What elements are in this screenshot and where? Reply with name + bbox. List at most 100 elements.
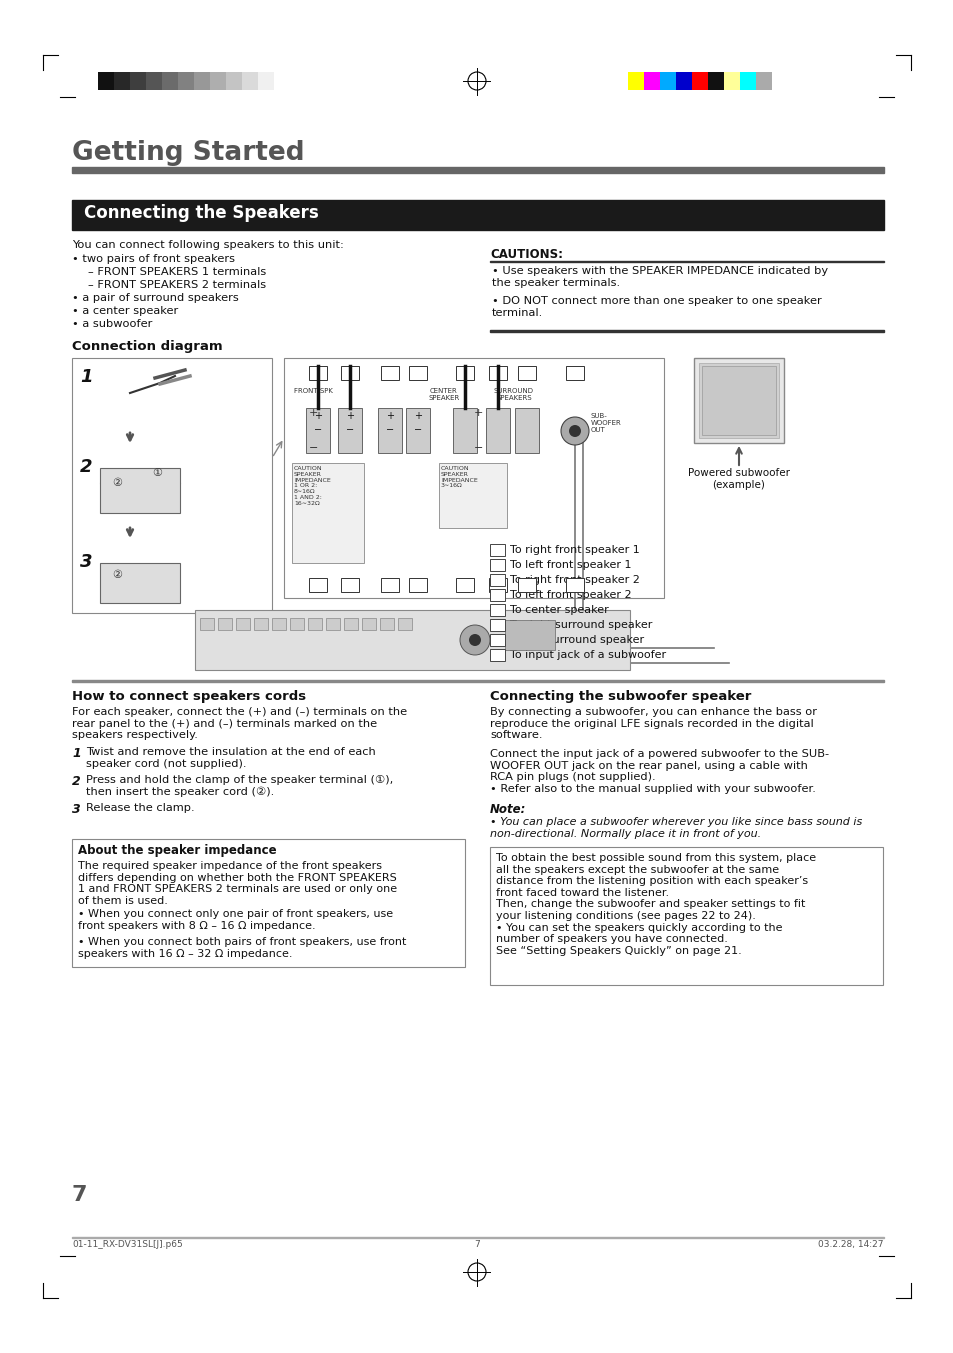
Text: F: F xyxy=(494,621,500,629)
Bar xyxy=(235,618,250,630)
Bar xyxy=(113,72,130,91)
Text: −: − xyxy=(309,442,318,453)
Bar xyxy=(218,618,232,630)
Bar xyxy=(344,618,357,630)
Text: E: E xyxy=(461,368,468,377)
Text: Press and hold the clamp of the speaker terminal (①),
then insert the speaker co: Press and hold the clamp of the speaker … xyxy=(86,775,393,797)
Text: +: + xyxy=(309,409,318,418)
Text: CAUTION
SPEAKER
IMPEDANCE
1 OR 2:
8∼16Ω
1 AND 2:
16∼32Ω: CAUTION SPEAKER IMPEDANCE 1 OR 2: 8∼16Ω … xyxy=(294,465,331,506)
Bar xyxy=(100,563,180,603)
Bar xyxy=(130,72,146,91)
Text: Connecting the Speakers: Connecting the Speakers xyxy=(84,204,318,222)
Bar xyxy=(490,620,504,630)
Text: D: D xyxy=(494,590,500,599)
Bar xyxy=(456,367,474,380)
Text: • a subwoofer: • a subwoofer xyxy=(71,319,152,329)
Bar xyxy=(361,618,375,630)
Bar xyxy=(272,618,286,630)
Bar xyxy=(326,618,339,630)
Bar xyxy=(490,330,883,331)
Bar xyxy=(71,166,883,173)
Text: −: − xyxy=(474,442,483,453)
Text: −: − xyxy=(386,425,394,436)
Text: ②: ② xyxy=(112,478,122,488)
Text: 3: 3 xyxy=(71,802,81,816)
Bar xyxy=(380,578,398,593)
Bar xyxy=(71,681,883,682)
Text: A: A xyxy=(314,580,321,590)
Text: E: E xyxy=(494,606,500,614)
Bar xyxy=(100,468,180,513)
Bar xyxy=(257,72,274,91)
Text: C: C xyxy=(386,368,394,377)
Text: For each speaker, connect the (+) and (–) terminals on the
rear panel to the (+): For each speaker, connect the (+) and (–… xyxy=(71,708,407,740)
Bar xyxy=(178,72,193,91)
Text: • Use speakers with the SPEAKER IMPEDANCE indicated by
the speaker terminals.: • Use speakers with the SPEAKER IMPEDANC… xyxy=(492,267,827,288)
Text: – FRONT SPEAKERS 2 terminals: – FRONT SPEAKERS 2 terminals xyxy=(88,280,266,290)
Bar xyxy=(377,409,401,453)
Bar xyxy=(517,367,536,380)
Text: +: + xyxy=(386,411,394,421)
Bar xyxy=(308,618,322,630)
Text: Connecting the subwoofer speaker: Connecting the subwoofer speaker xyxy=(490,690,751,704)
Text: 03.2.28, 14:27: 03.2.28, 14:27 xyxy=(818,1239,883,1249)
Bar xyxy=(453,409,476,453)
Bar xyxy=(456,578,474,593)
Bar xyxy=(490,847,882,985)
Text: A: A xyxy=(314,368,321,377)
Bar xyxy=(71,359,272,613)
Text: 01-11_RX-DV31SL[J].p65: 01-11_RX-DV31SL[J].p65 xyxy=(71,1239,183,1249)
Bar xyxy=(490,574,504,586)
Bar xyxy=(723,72,740,91)
Text: G: G xyxy=(522,368,531,377)
Bar xyxy=(490,544,504,556)
Circle shape xyxy=(459,625,490,655)
Bar xyxy=(340,367,358,380)
Bar xyxy=(71,200,883,230)
Text: CENTER
SPEAKER: CENTER SPEAKER xyxy=(428,388,459,400)
Bar xyxy=(284,359,663,598)
Bar xyxy=(242,72,257,91)
Text: B: B xyxy=(346,368,354,377)
Bar xyxy=(253,618,268,630)
Text: H: H xyxy=(493,651,500,659)
Text: A: A xyxy=(494,545,500,555)
Text: ①: ① xyxy=(152,468,162,478)
Text: F: F xyxy=(495,368,500,377)
Bar xyxy=(485,409,510,453)
Text: • You can place a subwoofer wherever you like since bass sound is
non-directiona: • You can place a subwoofer wherever you… xyxy=(490,817,862,839)
Text: • DO NOT connect more than one speaker to one speaker
terminal.: • DO NOT connect more than one speaker t… xyxy=(492,296,821,318)
Text: Release the clamp.: Release the clamp. xyxy=(86,802,194,813)
Bar xyxy=(490,603,504,616)
Text: +: + xyxy=(474,409,483,418)
Bar xyxy=(397,618,412,630)
Text: • When you connect only one pair of front speakers, use
front speakers with 8 Ω : • When you connect only one pair of fron… xyxy=(78,909,393,931)
Bar xyxy=(517,578,536,593)
Bar xyxy=(226,72,242,91)
Text: To right front speaker 2: To right front speaker 2 xyxy=(510,575,639,584)
Text: H: H xyxy=(570,368,578,377)
Bar xyxy=(162,72,178,91)
Bar xyxy=(707,72,723,91)
Text: C: C xyxy=(386,580,394,590)
Bar xyxy=(194,610,629,670)
Text: B: B xyxy=(346,580,354,590)
Text: D: D xyxy=(414,368,421,377)
Bar xyxy=(627,72,643,91)
Text: C: C xyxy=(494,575,500,584)
Text: Powered subwoofer
(example): Powered subwoofer (example) xyxy=(687,468,789,490)
Bar xyxy=(200,618,213,630)
Text: Connect the input jack of a powered subwoofer to the SUB-
WOOFER OUT jack on the: Connect the input jack of a powered subw… xyxy=(490,750,828,794)
Bar xyxy=(71,839,464,967)
Bar xyxy=(380,367,398,380)
Circle shape xyxy=(568,425,580,437)
Bar xyxy=(489,578,506,593)
Text: SURROUND
SPEAKERS: SURROUND SPEAKERS xyxy=(494,388,534,400)
Bar xyxy=(565,578,583,593)
Text: • two pairs of front speakers: • two pairs of front speakers xyxy=(71,254,234,264)
Text: 2: 2 xyxy=(71,775,81,787)
Text: D: D xyxy=(414,580,421,590)
Text: +: + xyxy=(346,411,354,421)
Bar xyxy=(409,367,427,380)
Bar xyxy=(490,589,504,601)
